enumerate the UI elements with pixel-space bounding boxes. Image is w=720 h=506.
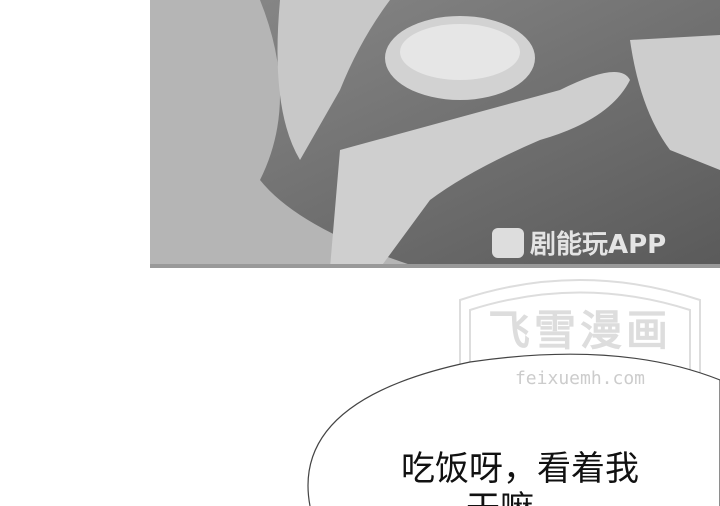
site-watermark: 飞雪漫画: [488, 306, 672, 355]
photo-panel: [150, 0, 720, 268]
app-watermark: 剧能玩APP: [530, 229, 666, 260]
speech-bubble: [307, 353, 720, 506]
bubble-text: 干嘛: [466, 489, 534, 506]
bubble-text: 吃饭呀，看着我: [401, 449, 639, 489]
site-url: feixuemh.com: [515, 368, 645, 389]
